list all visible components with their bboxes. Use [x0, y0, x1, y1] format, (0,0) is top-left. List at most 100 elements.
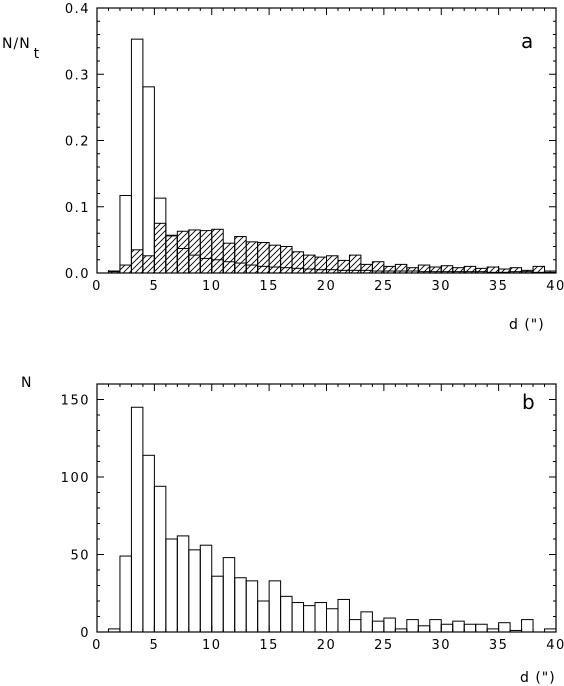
x-tick-label: 40 — [546, 279, 564, 294]
x-tick-label: 35 — [489, 279, 509, 294]
panel-a-label: a — [521, 29, 533, 53]
bar-hatched-29 — [429, 266, 442, 274]
bar-open-22 — [348, 619, 362, 633]
bar-open-29 — [429, 619, 442, 633]
x-tick-label: 5 — [149, 279, 159, 294]
bar-open-2 — [119, 555, 132, 633]
bar-hatched-30 — [440, 265, 454, 274]
bar-hatched-4 — [142, 255, 155, 274]
x-tick-label: 40 — [546, 638, 564, 653]
bar-open-23 — [360, 611, 373, 633]
bar-hatched-33 — [475, 267, 488, 274]
bar-hatched-13 — [245, 241, 259, 274]
bar-open-6 — [165, 538, 178, 633]
bar-hatched-34 — [486, 266, 500, 274]
panel-a-tick-labels: 0 5 10 15 20 25 30 35 40 0.0 0.1 0.2 0.3 0.4 — [65, 2, 564, 294]
bar-hatched-22 — [348, 254, 362, 274]
bar-open-3 — [130, 406, 144, 633]
bar-hatched-14 — [257, 242, 270, 274]
bar-open-27 — [406, 619, 419, 633]
bar-hatched-17 — [291, 251, 305, 274]
panel-b-bars — [107, 406, 557, 633]
x-tick-label: 10 — [202, 279, 222, 294]
bar-hatched-20 — [326, 255, 339, 274]
bar-hatched-27 — [406, 267, 419, 274]
bar-hatched-23 — [360, 263, 373, 274]
x-tick-label: 20 — [317, 279, 337, 294]
bar-open-16 — [280, 595, 293, 633]
panel-b: 0 5 10 15 20 25 30 35 40 0 50 100 150 b d (") N — [21, 375, 564, 686]
bar-hatched-38 — [532, 265, 546, 274]
bar-hatched-24 — [371, 261, 385, 274]
bar-open-15 — [268, 580, 282, 633]
x-tick-label: 20 — [317, 638, 337, 653]
bar-open-32 — [463, 623, 477, 633]
y-tick-label: 0.4 — [65, 2, 90, 17]
y-tick-label: 0.2 — [65, 135, 90, 150]
bar-open-8 — [188, 549, 201, 633]
bar-open-3 — [130, 38, 144, 274]
bar-hatched-12 — [234, 236, 247, 274]
y-tick-label: 100 — [61, 471, 90, 486]
bar-hatched-10 — [211, 228, 224, 274]
bar-hatched-8 — [188, 229, 201, 274]
panel-a-frame — [96, 7, 557, 274]
panel-a-ylabel-sub: t — [34, 46, 41, 62]
bar-hatched-15 — [268, 244, 282, 274]
panel-b-frame — [96, 383, 557, 633]
bar-open-11 — [222, 557, 236, 633]
y-tick-label: 0.0 — [65, 267, 90, 282]
bar-open-19 — [314, 602, 327, 633]
bar-hatched-21 — [337, 259, 350, 274]
bar-open-28 — [417, 625, 431, 633]
bar-open-5 — [153, 485, 167, 633]
bar-open-10 — [211, 575, 224, 633]
bar-open-35 — [498, 622, 511, 633]
bar-open-37 — [521, 619, 534, 633]
y-tick-label: 50 — [70, 549, 90, 564]
bar-hatched-11 — [222, 242, 236, 274]
y-tick-label: 150 — [61, 394, 90, 409]
panel-a-xlabel: d (") — [509, 317, 545, 333]
bar-hatched-32 — [463, 265, 477, 274]
y-tick-label: 0 — [80, 626, 90, 641]
bar-open-2 — [119, 194, 132, 274]
x-tick-label: 35 — [489, 638, 509, 653]
bar-hatched-9 — [199, 230, 213, 274]
y-tick-label: 0.3 — [65, 68, 90, 83]
panel-a-ylabel-main: N/N — [2, 36, 31, 52]
bar-hatched-25 — [383, 265, 396, 274]
x-tick-label: 10 — [202, 638, 222, 653]
bar-open-33 — [475, 623, 488, 633]
x-tick-label: 5 — [149, 638, 159, 653]
panel-b-label: b — [522, 390, 535, 414]
panel-b-ylabel: N — [21, 375, 32, 391]
x-tick-label: 15 — [259, 638, 279, 653]
bar-hatched-5 — [153, 222, 167, 274]
bar-open-4 — [142, 454, 155, 633]
panel-a-bars — [107, 38, 557, 274]
bar-hatched-6 — [165, 235, 178, 274]
bar-open-21 — [337, 598, 350, 633]
bar-hatched-18 — [303, 254, 316, 274]
bar-open-4 — [142, 86, 155, 274]
bar-hatched-36 — [509, 267, 523, 274]
bar-open-17 — [291, 602, 305, 633]
bar-open-24 — [371, 620, 385, 633]
panel-b-tick-labels: 0 5 10 15 20 25 30 35 40 0 50 100 150 — [61, 394, 564, 654]
x-tick-label: 15 — [259, 279, 279, 294]
bar-open-12 — [234, 577, 247, 633]
bar-open-30 — [440, 623, 454, 633]
bar-hatched-19 — [314, 256, 327, 274]
bar-hatched-7 — [176, 230, 190, 274]
panel-a-ylabel: N/Nt — [2, 36, 40, 62]
bar-open-20 — [326, 608, 339, 633]
x-tick-label: 30 — [431, 279, 451, 294]
bar-open-25 — [383, 617, 396, 633]
x-tick-label: 0 — [92, 279, 102, 294]
bar-open-7 — [176, 535, 190, 633]
bar-open-14 — [257, 600, 270, 633]
y-tick-label: 0.1 — [65, 201, 90, 216]
bar-hatched-26 — [394, 263, 408, 274]
